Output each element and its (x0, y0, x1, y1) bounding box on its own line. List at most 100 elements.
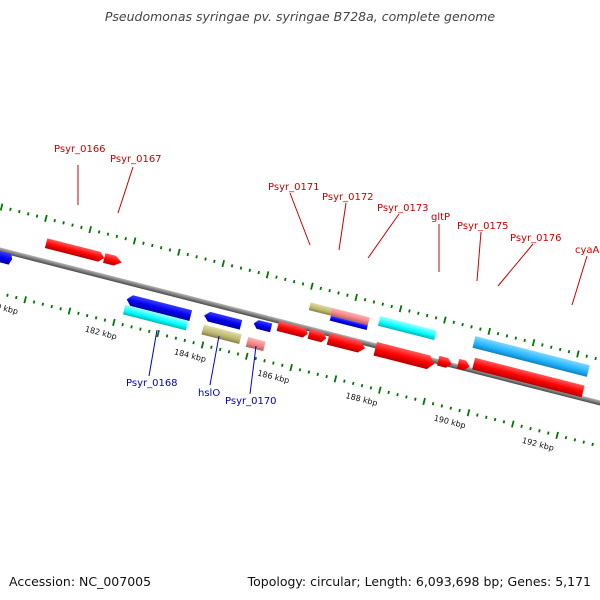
gene-psyr-0170-arrow[interactable] (253, 319, 273, 333)
genome-backbone (0, 237, 600, 421)
lower-minor-tick (360, 383, 364, 388)
lower-minor-tick (227, 350, 231, 354)
gene-psyr-0172[interactable] (307, 329, 328, 343)
upper-minor-tick (425, 313, 429, 318)
upper-minor-tick (26, 212, 30, 216)
lower-minor-tick (147, 329, 151, 334)
rna-gltp[interactable] (378, 316, 437, 341)
upper-major-tick (398, 305, 403, 313)
upper-minor-tick (328, 289, 331, 293)
upper-minor-tick (275, 275, 278, 279)
upper-minor-tick (142, 241, 145, 245)
upper-major-tick (88, 226, 92, 234)
lower-minor-tick (582, 440, 585, 444)
upper-major-tick (354, 293, 358, 302)
gene-hslo-arrow[interactable] (203, 311, 243, 330)
lower-minor-tick (219, 347, 222, 352)
gene-psyr-0173[interactable] (326, 333, 367, 354)
lower-minor-tick (431, 402, 435, 406)
label-psyr-0167: Psyr_0167 (110, 154, 162, 165)
lower-minor-tick (405, 395, 408, 399)
lower-minor-tick (59, 307, 62, 311)
upper-minor-tick (363, 298, 367, 302)
upper-minor-tick (18, 209, 21, 214)
label-cyaa: cyaA (575, 245, 600, 256)
lower-minor-tick (351, 381, 355, 386)
ticks-upper (0, 203, 597, 361)
gene-left-edge[interactable] (0, 246, 13, 265)
feature-khaki-forward[interactable] (308, 302, 333, 316)
lower-minor-tick (174, 336, 178, 340)
lower-major-tick (67, 307, 72, 315)
lower-minor-tick (139, 327, 142, 331)
upper-minor-tick (115, 234, 119, 239)
gene-psyr-0175[interactable] (437, 355, 453, 369)
gene-psyr-0168-arrow[interactable] (125, 294, 193, 321)
lower-minor-tick (121, 322, 124, 327)
gene-gltp[interactable] (373, 341, 437, 371)
lower-minor-tick (396, 393, 399, 397)
scale-label-190: 190 kbp (433, 414, 467, 431)
upper-major-tick (44, 214, 48, 222)
gene-forward-blue[interactable] (329, 315, 368, 331)
label-psyr-0176: Psyr_0176 (510, 233, 562, 244)
upper-minor-tick (372, 300, 376, 304)
upper-major-tick (0, 203, 4, 211)
lower-minor-tick (165, 334, 169, 338)
lower-minor-tick (210, 345, 213, 349)
leader-psyr-0176 (497, 243, 534, 287)
lower-minor-tick (520, 424, 523, 428)
lower-minor-tick (343, 379, 346, 383)
lower-major-tick (23, 296, 27, 304)
lower-minor-tick (538, 429, 541, 433)
upper-minor-tick (106, 232, 110, 236)
gene-psyr-0167[interactable] (103, 253, 123, 267)
feature-psyr-0170[interactable] (245, 337, 266, 352)
upper-minor-tick (452, 320, 456, 325)
upper-minor-tick (168, 248, 172, 252)
gene-psyr-0166[interactable] (44, 238, 106, 263)
feature-hslo[interactable] (201, 324, 242, 344)
upper-minor-tick (434, 316, 438, 320)
lower-minor-tick (6, 293, 9, 297)
upper-minor-tick (35, 214, 39, 218)
label-psyr-0170: Psyr_0170 (225, 396, 277, 407)
reverse-strand-features (122, 294, 585, 398)
upper-minor-tick (523, 338, 526, 343)
upper-minor-tick (461, 322, 464, 327)
lower-minor-tick (476, 413, 479, 417)
lower-minor-tick (15, 295, 18, 300)
lower-major-tick (289, 363, 293, 372)
scale-label-192: 192 kbp (521, 436, 555, 453)
gene-psyr-0175b[interactable] (456, 358, 471, 372)
lower-minor-tick (281, 363, 284, 367)
lower-minor-tick (85, 313, 89, 318)
upper-minor-tick (124, 237, 127, 241)
upper-minor-tick (585, 354, 588, 358)
lower-minor-tick (94, 316, 98, 320)
leader-psyr-0168 (148, 329, 158, 377)
label-leaders (77, 165, 588, 395)
label-psyr-0166: Psyr_0166 (54, 144, 106, 155)
lower-minor-tick (192, 341, 195, 345)
gene-cyaa[interactable] (472, 357, 585, 398)
upper-minor-tick (230, 264, 234, 268)
gene-psyr-0171[interactable] (276, 321, 310, 338)
lower-minor-tick (263, 359, 266, 363)
upper-minor-tick (257, 270, 260, 275)
upper-minor-tick (496, 331, 500, 336)
lower-minor-tick (502, 420, 506, 424)
feature-pink-forward[interactable] (330, 307, 370, 326)
scale-label-188: 188 kbp (345, 391, 379, 408)
label-psyr-0173: Psyr_0173 (377, 203, 429, 214)
label-gltp: gltP (431, 212, 450, 223)
upper-major-tick (531, 339, 536, 347)
rna-psyr-0168[interactable] (122, 304, 189, 331)
upper-minor-tick (186, 252, 190, 257)
gene-forward-sky[interactable] (472, 336, 590, 377)
lower-minor-tick (272, 361, 275, 365)
lower-major-tick (378, 386, 382, 394)
lower-minor-tick (493, 417, 497, 422)
leader-psyr-0173 (367, 213, 400, 259)
